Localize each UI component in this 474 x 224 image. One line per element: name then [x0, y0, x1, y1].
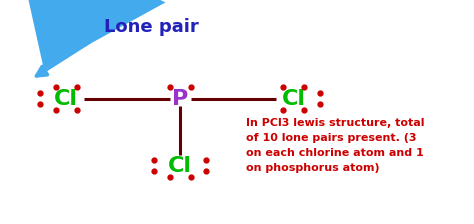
Text: In PCl3 lewis structure, total
of 10 lone pairs present. (3
on each chlorine ato: In PCl3 lewis structure, total of 10 lon… [246, 118, 425, 173]
Text: Cl: Cl [55, 88, 78, 109]
Text: Cl: Cl [168, 156, 192, 176]
Text: Lone pair: Lone pair [104, 18, 199, 36]
Text: P: P [172, 88, 188, 109]
Text: Cl: Cl [282, 88, 306, 109]
